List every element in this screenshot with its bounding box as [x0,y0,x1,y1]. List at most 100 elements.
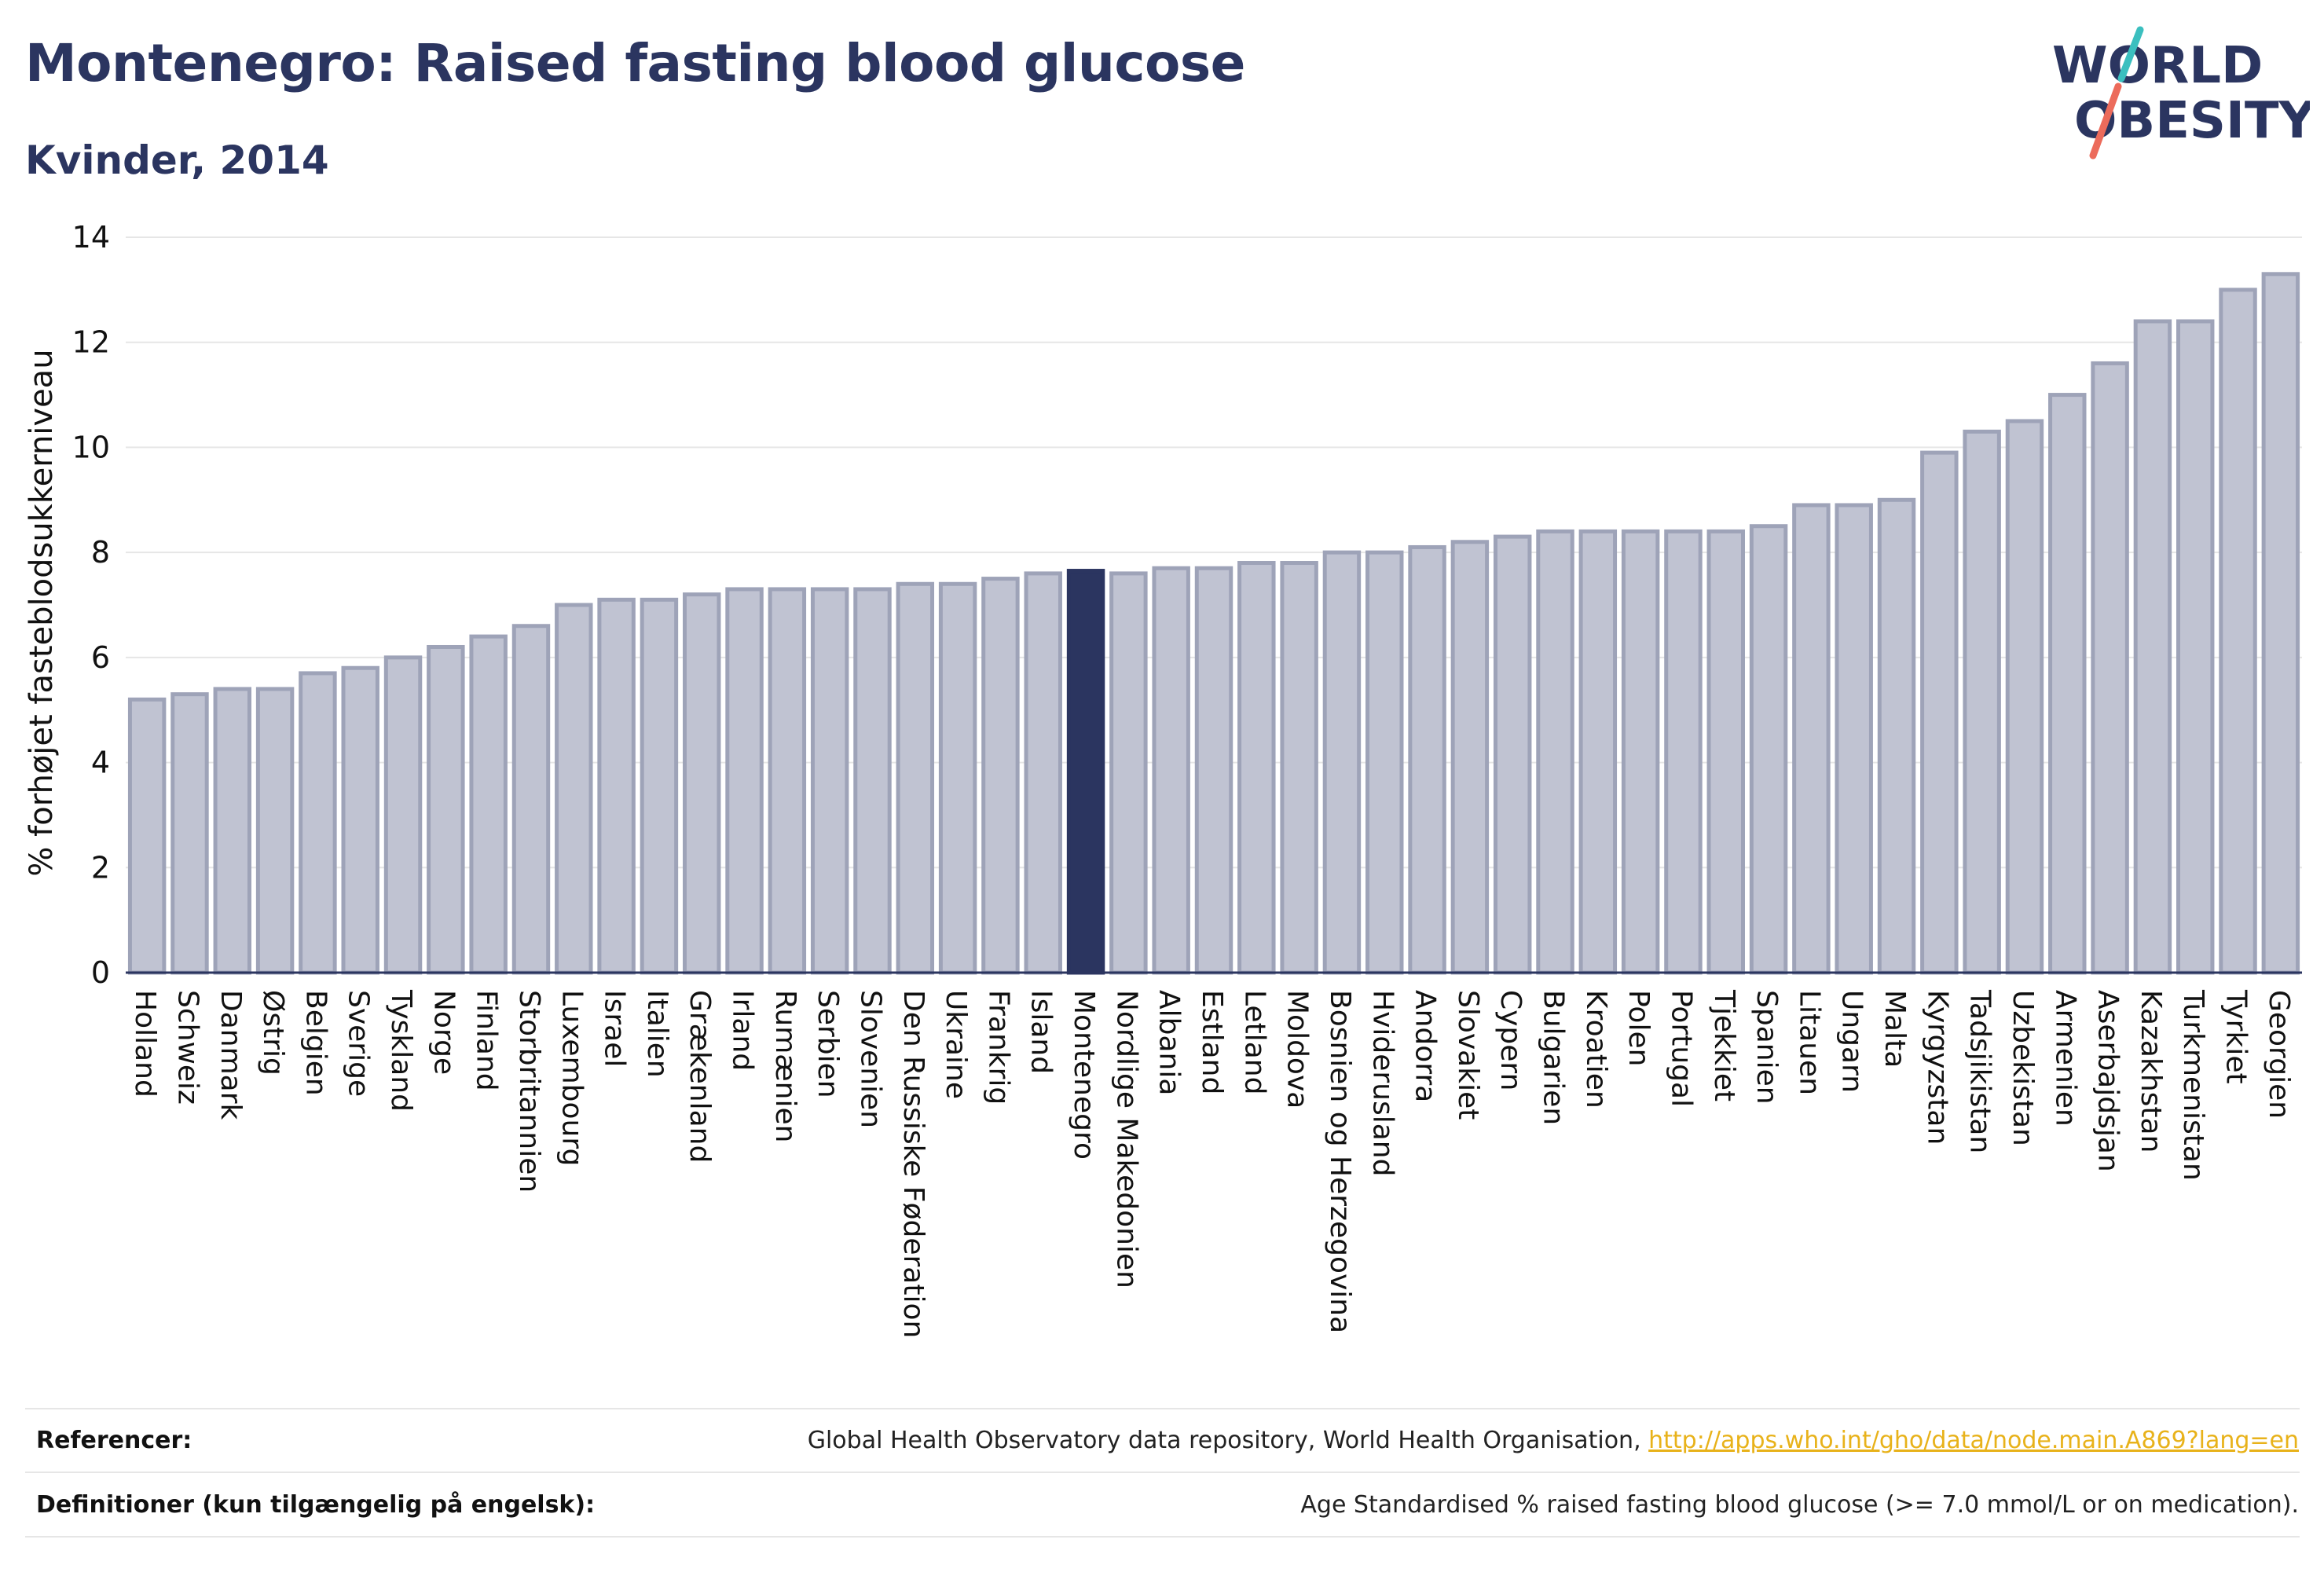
bar-tadsjikistan [1963,429,2001,975]
definitions-value: Age Standardised % raised fasting blood … [1300,1491,2299,1519]
x-tick-label-nordlige-makedonien: Nordlige Makedonien [1110,990,1142,1288]
x-tick-label-frankrig: Frankrig [982,990,1014,1105]
logo-slash-coral [2089,82,2122,159]
y-tick-label-0: 0 [91,955,110,990]
definitions-label: Definitioner (kun tilgængelig på engelsk… [36,1491,596,1519]
logo-slash-teal [2117,26,2144,82]
x-tick-label-albania: Albania [1153,990,1186,1095]
bar-kroatien [1578,529,1618,975]
bar-turkmenistan [2176,319,2215,975]
bar-bosnien-og-herzegovina [1322,550,1362,975]
bar-estland [1194,566,1233,975]
bar-tjekkiet [1706,529,1745,975]
x-tick-label-grækenland: Grækenland [684,990,716,1163]
x-tick-label-spanien: Spanien [1750,990,1783,1105]
footer-divider-middle [25,1472,2300,1473]
x-tick-label-letland: Letland [1238,990,1270,1094]
bar-island [1024,571,1062,975]
world-obesity-logo: WORLD OBESITY [2052,26,2310,159]
y-tick-label-6: 6 [91,640,110,675]
x-tick-label-kazakhstan: Kazakhstan [2135,990,2167,1153]
x-tick-label-tyrkiet: Tyrkiet [2220,989,2253,1084]
bar-kazakhstan [2133,319,2172,975]
x-tick-label-luxembourg: Luxembourg [555,990,588,1166]
x-tick-label-norge: Norge [427,990,460,1075]
references-value: Global Health Observatory data repositor… [808,1427,2299,1454]
bar-finland [469,634,508,975]
bar-hviderusland [1365,550,1404,975]
x-tick-label-polen: Polen [1622,990,1655,1066]
x-tick-label-tyskland: Tyskland [385,989,417,1112]
bar-den-russiske-føderation [896,581,935,975]
bar-letland [1237,561,1276,975]
page-subtitle: Kvinder, 2014 [25,137,329,183]
bar-montenegro [1066,569,1105,975]
x-tick-label-ukraine: Ukraine [940,990,972,1099]
x-tick-label-storbritannien: Storbritannien [513,990,545,1193]
y-tick-label-2: 2 [91,850,110,885]
bar-østrig [255,687,295,975]
bar-tyrkiet [2219,288,2257,975]
references-link[interactable]: http://apps.who.int/gho/data/node.main.A… [1648,1427,2299,1454]
x-tick-label-slovakiet: Slovakiet [1452,990,1484,1120]
footer-divider-bottom [25,1536,2300,1538]
bar-irland [725,587,764,975]
y-tick-label-10: 10 [72,430,110,464]
bar-norge [427,644,465,975]
bar-andorra [1408,544,1446,975]
references-label: Referencer: [36,1427,192,1454]
x-tick-label-moldova: Moldova [1281,990,1314,1109]
x-tick-label-montenegro: Montenegro [1068,990,1100,1160]
x-tick-label-den-russiske-føderation: Den Russiske Føderation [897,990,929,1338]
bar-frankrig [981,577,1020,975]
bar-slovakiet [1450,540,1490,975]
bar-cypern [1493,534,1532,975]
x-tick-label-kroatien: Kroatien [1580,990,1612,1109]
y-axis-ticks: 0 2 4 6 8 10 12 14 [72,220,110,990]
x-tick-label-belgien: Belgien [299,990,332,1096]
bar-nordlige-makedonien [1109,571,1148,975]
bar-malta [1877,497,1916,975]
bar-ungarn [1835,503,1873,975]
x-tick-label-bosnien-og-herzegovina: Bosnien og Herzegovina [1324,990,1356,1333]
bar-rumænien [768,587,807,975]
x-tick-label-sverige: Sverige [343,990,375,1097]
x-tick-label-holland: Holland [129,990,161,1098]
bar-georgien [2261,272,2300,975]
y-axis-label: % forhøjet fasteblodsukkerniveau [24,349,60,876]
footer-divider-top [25,1408,2300,1409]
bar-belgien [299,671,337,975]
x-tick-label-turkmenistan: Turkmenistan [2177,989,2209,1181]
bar-sverige [341,665,379,975]
bar-italien [640,597,679,975]
x-tick-label-tjekkiet: Tjekkiet [1708,989,1740,1101]
y-tick-label-12: 12 [72,325,110,360]
bar-serbien [810,587,849,975]
y-tick-label-4: 4 [91,746,110,780]
x-tick-label-italien: Italien [641,990,673,1078]
page-title: Montenegro: Raised fasting blood glucose [25,33,1245,93]
x-tick-label-malta: Malta [1879,990,1911,1068]
bar-moldova [1280,561,1318,975]
x-tick-label-portugal: Portugal [1665,990,1697,1107]
bar-kyrgyzstan [1920,450,1959,975]
x-tick-label-ungarn: Ungarn [1836,990,1868,1093]
bar-chart: 0 2 4 6 8 10 12 14 Holland Schweiz Danmark Østrig B… [24,220,2302,1338]
bar-ukraine [938,581,977,975]
x-axis-labels: Holland Schweiz Danmark Østrig Belgien Sverig… [129,989,2295,1338]
bar-litauen [1792,503,1831,975]
bar-luxembourg [555,603,593,975]
references-text: Global Health Observatory data repositor… [807,1427,1649,1454]
bar-storbritannien [511,624,551,975]
x-tick-label-cypern: Cypern [1494,990,1527,1090]
y-tick-label-8: 8 [91,535,110,570]
x-tick-label-schweiz: Schweiz [171,990,203,1105]
bar-polen [1621,529,1660,975]
x-tick-label-slovenien: Slovenien [854,990,886,1128]
bar-holland [127,697,167,975]
x-tick-label-andorra: Andorra [1409,990,1442,1102]
logo-word-world: WORLD [2052,37,2263,95]
x-tick-label-østrig: Østrig [257,990,289,1076]
x-tick-label-bulgarien: Bulgarien [1538,990,1570,1125]
bar-spanien [1749,524,1788,975]
